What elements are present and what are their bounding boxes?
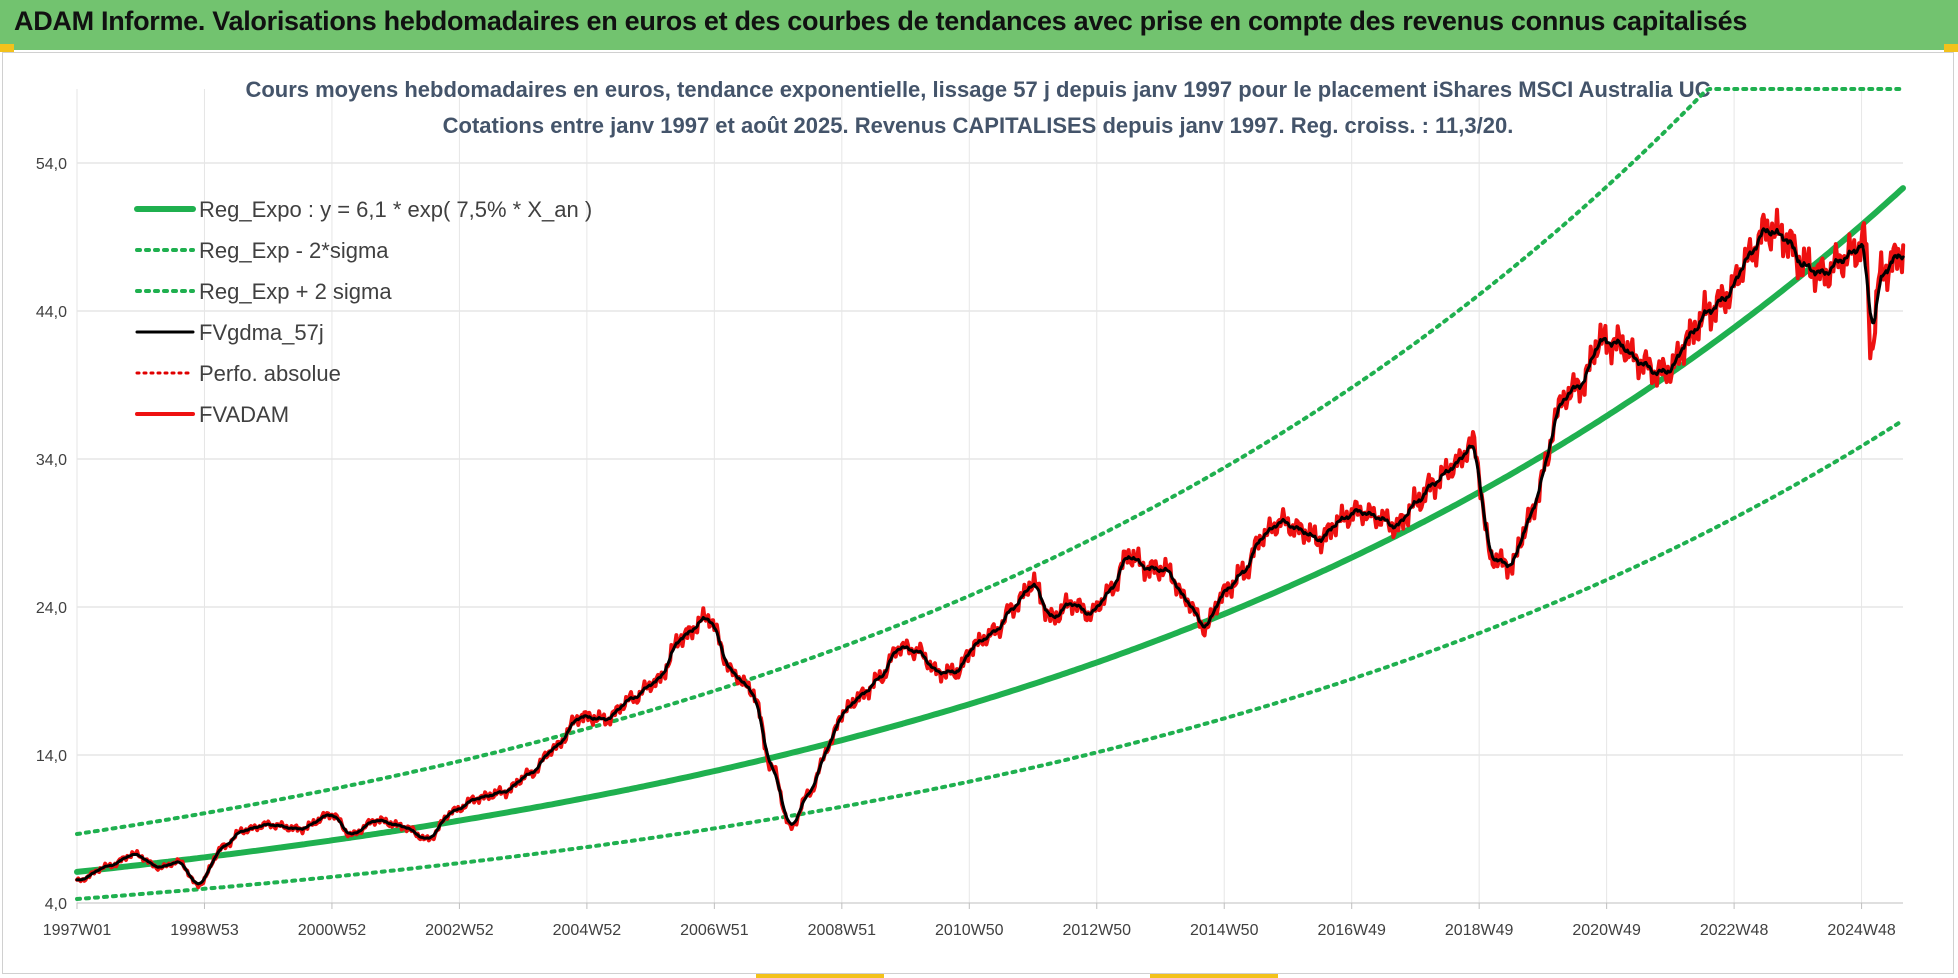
legend-label: FVgdma_57j <box>199 320 324 345</box>
legend-entry: Reg_Expo : y = 6,1 * exp( 7,5% * X_an ) <box>134 197 592 222</box>
x-tick-label: 2010W50 <box>935 922 1004 939</box>
y-tick-label: 4,0 <box>45 896 67 913</box>
bottom-accent-2 <box>1150 974 1278 978</box>
x-tick-label: 2018W49 <box>1445 922 1514 939</box>
x-tick-label: 1997W01 <box>43 922 112 939</box>
x-tick-label: 2024W48 <box>1827 922 1896 939</box>
x-tick-label: 2006W51 <box>680 922 749 939</box>
legend-label: Perfo. absolue <box>199 361 341 386</box>
x-tick-label: 2000W52 <box>298 922 367 939</box>
chart-svg: Cours moyens hebdomadaires en euros, ten… <box>36 77 1906 939</box>
x-tick-label: 2012W50 <box>1063 922 1132 939</box>
corner-marker-left <box>0 44 14 52</box>
corner-marker-right <box>1944 44 1958 52</box>
report-header: ADAM Informe. Valorisations hebdomadaire… <box>0 0 1958 50</box>
x-tick-label: 2020W49 <box>1572 922 1641 939</box>
chart-title-line-1: Cours moyens hebdomadaires en euros, ten… <box>245 77 1710 102</box>
legend-label: Reg_Exp + 2 sigma <box>199 279 392 304</box>
chart-title-line-2: Cotations entre janv 1997 et août 2025. … <box>443 113 1514 138</box>
series-lines <box>74 87 1906 901</box>
legend-entry: FVADAM <box>135 402 289 427</box>
x-tick-label: 2002W52 <box>425 922 494 939</box>
report-title: ADAM Informe. Valorisations hebdomadaire… <box>14 6 1748 36</box>
x-tick-label: 2022W48 <box>1700 922 1769 939</box>
legend-entry: Perfo. absolue <box>135 361 341 386</box>
axis-labels: 4,0 14,0 24,0 34,0 44,0 54,0 1997W01 1998W53 200… <box>36 156 1896 939</box>
bottom-accent-1 <box>756 974 884 978</box>
legend-label: Reg_Expo : y = 6,1 * exp( 7,5% * X_an ) <box>199 197 592 222</box>
x-tick-label: 2004W52 <box>553 922 622 939</box>
y-tick-label: 44,0 <box>36 304 67 321</box>
x-tick-label: 2016W49 <box>1317 922 1386 939</box>
series-reg-minus-2sigma <box>75 418 1905 901</box>
legend-label: Reg_Exp - 2*sigma <box>199 238 389 263</box>
legend-entry: Reg_Exp - 2*sigma <box>135 238 389 263</box>
grid-lines <box>76 89 1903 909</box>
series-reg-expo <box>74 185 1906 875</box>
chart-area: Cours moyens hebdomadaires en euros, ten… <box>2 52 1954 974</box>
x-tick-label: 1998W53 <box>170 922 239 939</box>
x-tick-label: 2014W50 <box>1190 922 1259 939</box>
legend-label: FVADAM <box>199 402 289 427</box>
y-tick-label: 14,0 <box>36 748 67 765</box>
chart-legend: Reg_Expo : y = 6,1 * exp( 7,5% * X_an ) R… <box>134 197 592 427</box>
legend-entry: Reg_Exp + 2 sigma <box>135 279 392 304</box>
legend-entry: FVgdma_57j <box>135 320 324 345</box>
y-tick-label: 24,0 <box>36 600 67 617</box>
y-tick-label: 34,0 <box>36 452 67 469</box>
x-tick-label: 2008W51 <box>808 922 877 939</box>
series-reg-plus-2sigma <box>75 87 1905 836</box>
y-tick-label: 54,0 <box>36 156 67 173</box>
series-fvgdma-57j <box>75 227 1905 886</box>
